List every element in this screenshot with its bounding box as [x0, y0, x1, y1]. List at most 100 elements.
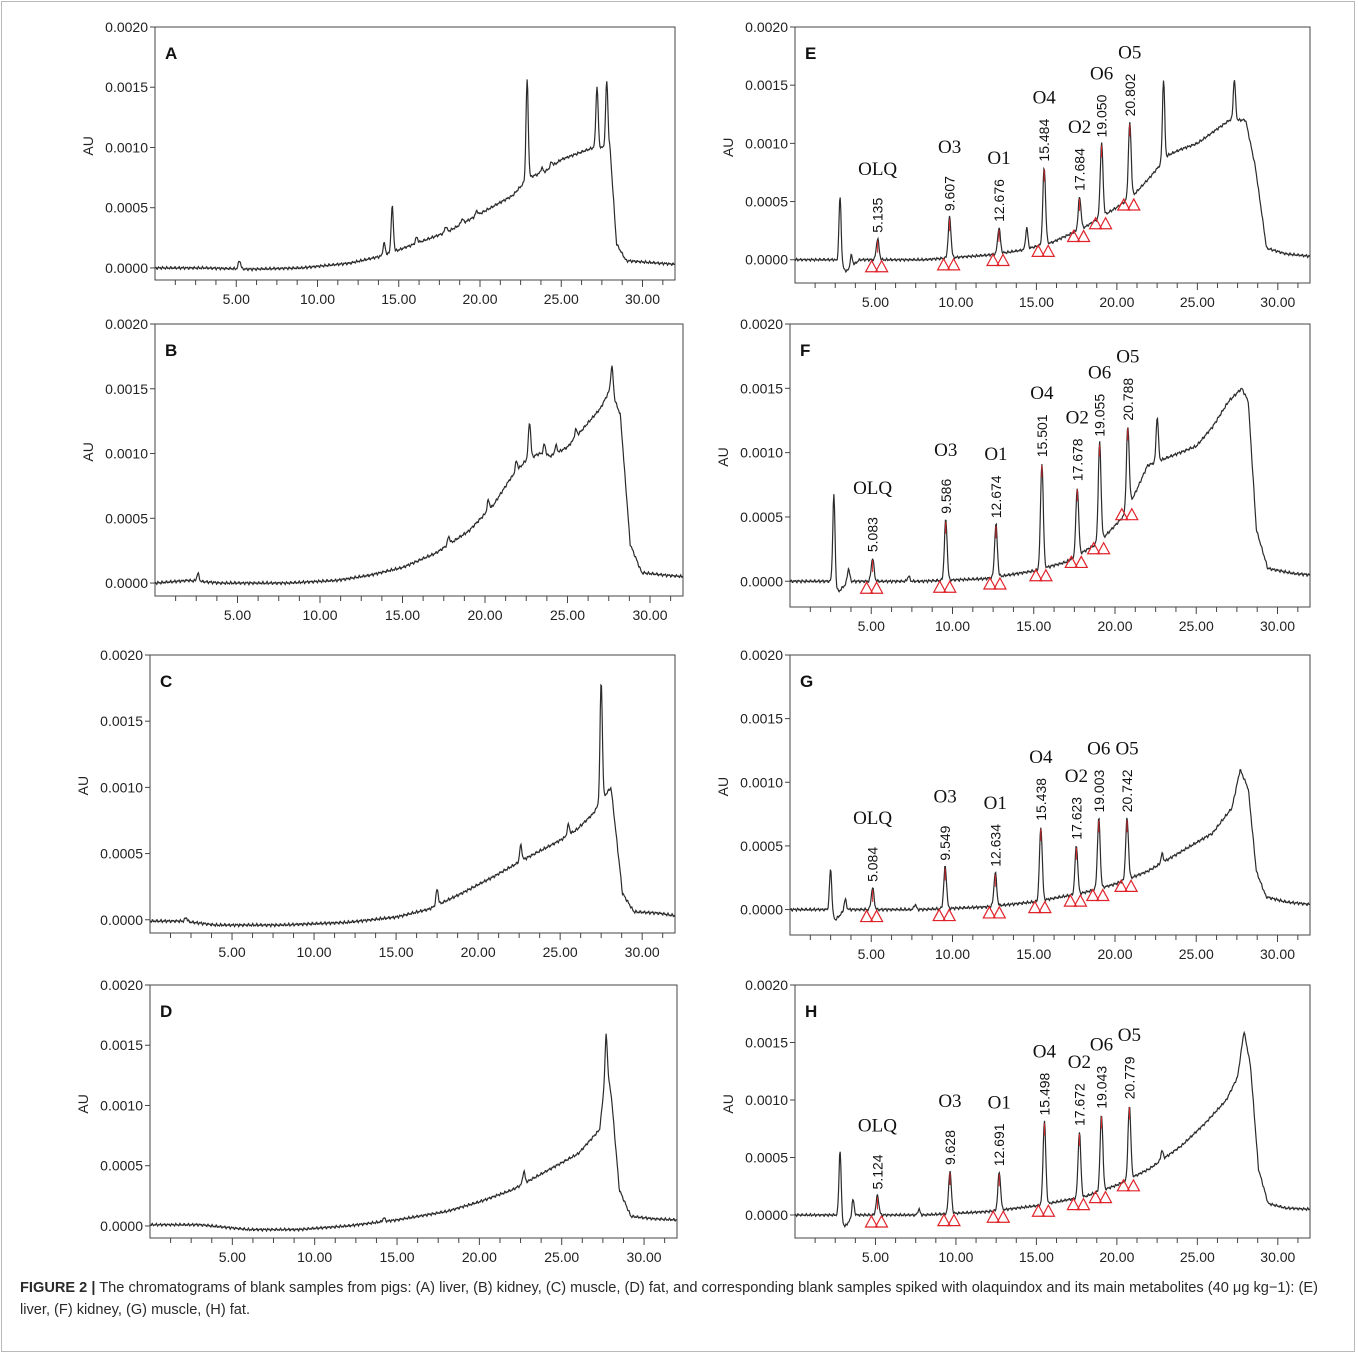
peak-retention-time: 5.135	[870, 198, 886, 233]
y-tick-label: 0.0000	[105, 575, 148, 591]
x-tick-label: 10.00	[935, 618, 970, 634]
peak-marker	[1126, 197, 1141, 211]
panel-label: B	[165, 341, 177, 360]
peak-retention-time: 17.672	[1071, 1083, 1087, 1126]
chart-panel-g: G 0.0000 0.0005 0.0010 0.0015 0.0020 AU 5.00 10.…	[715, 647, 1311, 962]
y-tick-label: 0.0020	[100, 647, 143, 663]
chart-panel-e: E 0.0000 0.0005 0.0010 0.0015 0.0020 AU 5.00 10.…	[720, 19, 1311, 310]
x-tick-label: 20.00	[461, 944, 496, 960]
peak-name: O1	[988, 1092, 1011, 1113]
peak-name: O6	[1090, 1035, 1113, 1056]
peak-marker	[1114, 507, 1129, 521]
panel-label: G	[800, 672, 813, 691]
y-tick-label: 0.0015	[105, 381, 148, 397]
panel-label: D	[160, 1002, 172, 1021]
peak-marker	[1063, 893, 1078, 907]
y-tick-label: 0.0000	[745, 1207, 788, 1223]
peak-name: O2	[1066, 407, 1089, 428]
y-axis-label: AU	[75, 776, 91, 795]
peak-marker	[1086, 541, 1101, 555]
x-tick-label: 10.00	[302, 607, 337, 623]
x-tick-label: 25.00	[1180, 294, 1215, 310]
peak-marker	[985, 253, 1001, 267]
chromatogram-trace	[154, 365, 684, 586]
peak-marker	[1088, 216, 1103, 230]
peak-retention-time: 17.678	[1069, 438, 1085, 481]
panel-label: F	[800, 341, 810, 360]
y-axis-label: AU	[720, 1094, 736, 1113]
peak-name: O1	[984, 793, 1007, 814]
peak-retention-time: 5.083	[865, 517, 881, 552]
y-axis-label: AU	[715, 447, 731, 466]
peak-marker	[1041, 1204, 1056, 1217]
y-tick-label: 0.0010	[745, 135, 788, 151]
peak-marker	[982, 576, 997, 590]
x-tick-label: 25.00	[544, 1249, 579, 1265]
chromatogram-panels: A 0.0000 0.0005 0.0010 0.0015 0.0020 AU 5.00 10.…	[75, 19, 1311, 1265]
peak-marker	[1124, 879, 1139, 892]
x-tick-label: 25.00	[1179, 946, 1214, 962]
peak-marker	[864, 1214, 879, 1228]
peak-marker	[932, 908, 947, 922]
peak-retention-time: 9.628	[942, 1130, 958, 1165]
x-tick-label: 20.00	[1099, 294, 1134, 310]
peak-name: OLQ	[853, 478, 892, 499]
peak-retention-time: 5.084	[865, 847, 881, 882]
peak-marker	[1088, 1190, 1103, 1204]
peak-marker	[874, 259, 889, 273]
peak-marker	[1116, 1178, 1131, 1192]
y-axis-label: AU	[80, 442, 96, 461]
y-tick-label: 0.0020	[105, 19, 148, 35]
x-tick-label: 15.00	[381, 291, 416, 307]
y-axis-label: AU	[80, 136, 96, 155]
peak-marker	[1027, 900, 1042, 914]
peak-retention-time: 19.050	[1094, 94, 1110, 137]
peak-marker	[1064, 555, 1079, 569]
y-tick-label: 0.0000	[745, 252, 788, 268]
peak-name: O5	[1118, 42, 1141, 63]
peak-marker	[942, 579, 957, 593]
x-tick-label: 30.00	[627, 1249, 662, 1265]
x-tick-label: 30.00	[625, 291, 660, 307]
chromatogram-trace	[149, 1033, 678, 1233]
y-tick-label: 0.0005	[100, 1158, 143, 1174]
y-tick-label: 0.0000	[740, 902, 783, 918]
peak-marker	[1114, 879, 1129, 892]
peak-name: OLQ	[853, 808, 892, 829]
x-tick-label: 5.00	[224, 607, 251, 623]
peak-marker	[1031, 1204, 1046, 1217]
peak-marker	[1074, 555, 1089, 569]
peak-name: O4	[1033, 88, 1057, 109]
peak-marker	[1126, 1178, 1141, 1192]
peak-marker	[932, 580, 947, 593]
panel-label: C	[160, 672, 172, 691]
y-tick-label: 0.0015	[740, 711, 783, 727]
peak-name: O4	[1033, 1041, 1057, 1062]
peak-marker	[1031, 244, 1046, 257]
x-tick-label: 5.00	[219, 1249, 246, 1265]
y-tick-label: 0.0010	[105, 446, 148, 462]
peak-marker	[1041, 244, 1056, 257]
peak-name: O3	[938, 1091, 961, 1112]
peak-marker	[1066, 229, 1081, 243]
peak-name: O2	[1065, 766, 1088, 787]
peak-retention-time: 15.438	[1033, 778, 1049, 821]
y-tick-label: 0.0000	[100, 1218, 143, 1234]
y-tick-label: 0.0015	[100, 713, 143, 729]
peak-retention-time: 20.802	[1122, 73, 1138, 116]
y-tick-label: 0.0020	[745, 977, 788, 993]
y-axis-label: AU	[75, 1094, 91, 1113]
x-tick-label: 5.00	[223, 291, 250, 307]
peak-marker	[1096, 541, 1111, 555]
peak-marker	[992, 905, 1007, 919]
peak-marker	[869, 909, 884, 923]
peak-name: O5	[1118, 1025, 1141, 1046]
chromatogram-trace	[794, 1030, 1311, 1229]
peak-retention-time: 12.676	[991, 179, 1007, 222]
peak-marker	[874, 1214, 889, 1228]
chromatogram-trace	[789, 769, 1311, 921]
x-tick-label: 15.00	[1016, 946, 1051, 962]
peak-retention-time: 15.484	[1036, 119, 1052, 162]
plot-frame	[789, 654, 1311, 936]
plot-frame	[149, 984, 678, 1239]
